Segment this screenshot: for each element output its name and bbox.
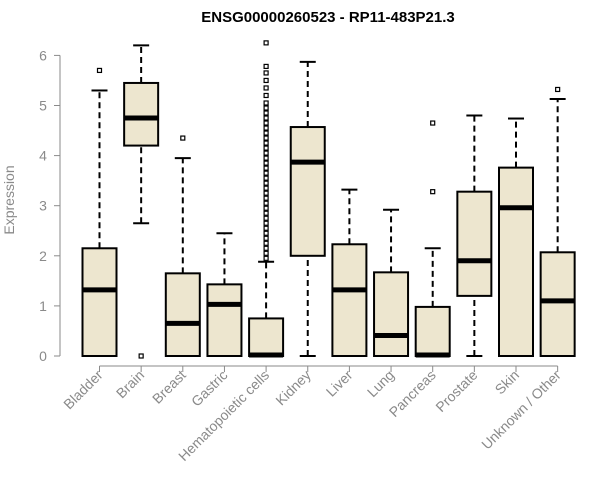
box-iqr [123, 81, 160, 147]
outlier-point [263, 155, 269, 161]
x-tick-label: Breast [149, 367, 189, 407]
box-group [539, 86, 576, 357]
box-iqr [331, 243, 368, 357]
box-iqr [373, 271, 410, 358]
box-iqr [289, 126, 326, 257]
x-tick-label: Skin [492, 367, 523, 398]
outlier-point [263, 85, 269, 91]
box-group [414, 120, 451, 358]
box-iqr [206, 283, 243, 357]
outlier-point [263, 220, 269, 226]
outlier-point [263, 170, 269, 176]
x-tick-label: Brain [113, 367, 147, 401]
x-tick-label: Kidney [272, 367, 314, 409]
outlier-point [263, 105, 269, 111]
outlier-point [263, 125, 269, 131]
outlier-point [180, 135, 186, 141]
box-group [81, 67, 118, 357]
outlier-point [263, 240, 269, 246]
outlier-point [263, 195, 269, 201]
outlier-point [263, 165, 269, 171]
box-group [289, 60, 326, 357]
outlier-point [263, 200, 269, 206]
outlier-point [555, 86, 561, 93]
outlier-point [263, 110, 269, 116]
boxes [81, 40, 576, 359]
box-group [498, 117, 534, 357]
outlier-point [96, 67, 103, 74]
y-tick-label: 1 [39, 298, 47, 314]
x-tick-label: Liver [323, 367, 356, 400]
outlier-point [263, 140, 269, 146]
box-iqr [248, 317, 285, 357]
box-iqr [498, 166, 534, 357]
box-group [164, 135, 201, 357]
x-tick-label: Prostate [432, 367, 480, 415]
y-tick-label: 0 [39, 348, 47, 364]
outlier-point [263, 185, 269, 191]
outlier-point [263, 150, 269, 156]
box-iqr [81, 247, 118, 357]
outlier-point [263, 70, 269, 76]
box-iqr [539, 251, 576, 357]
outlier-point [263, 92, 269, 99]
outlier-point [263, 135, 269, 141]
box-group [331, 188, 368, 357]
outlier-point [263, 230, 269, 236]
y-tick-label: 6 [39, 47, 47, 63]
outlier-point [263, 115, 269, 121]
box-iqr [456, 190, 493, 297]
outlier-point [263, 160, 269, 166]
chart-title: ENSG00000260523 - RP11-483P21.3 [201, 9, 455, 26]
outlier-point [263, 175, 269, 181]
y-axis: 0 1 2 3 4 5 6 [39, 47, 61, 364]
outlier-point [263, 145, 269, 151]
outlier-point [263, 77, 269, 84]
box-group [248, 40, 285, 358]
outlier-point [430, 120, 436, 126]
outlier-point [263, 180, 269, 186]
outlier-point [263, 250, 269, 256]
outlier-point [263, 245, 269, 251]
outlier-point [263, 63, 269, 70]
y-axis-label: Expression [1, 165, 17, 234]
y-tick-label: 5 [39, 98, 47, 114]
outlier-point [263, 225, 269, 231]
outlier-point [430, 189, 436, 195]
outlier-point [263, 235, 269, 241]
outlier-point [263, 215, 269, 221]
x-tick-label: Bladder [60, 367, 106, 413]
outlier-point [263, 120, 269, 126]
outlier-point [263, 255, 269, 261]
y-tick-label: 2 [39, 248, 47, 264]
y-tick-label: 3 [39, 198, 47, 214]
outlier-point [263, 205, 269, 211]
outlier-point [263, 190, 269, 196]
x-tick-label: Unknown / Other [478, 367, 564, 453]
box-group [123, 44, 160, 359]
outlier-point [263, 130, 269, 136]
box-group [373, 208, 410, 358]
x-tick-label: Lung [364, 367, 397, 400]
outlier-point [263, 210, 269, 216]
box-group [206, 232, 243, 357]
y-tick-label: 4 [39, 148, 47, 164]
outlier-point [138, 353, 144, 359]
outlier-point [263, 40, 269, 46]
box-iqr [164, 272, 201, 357]
box-iqr [414, 305, 451, 358]
outlier-point [263, 100, 269, 106]
box-group [456, 114, 493, 357]
